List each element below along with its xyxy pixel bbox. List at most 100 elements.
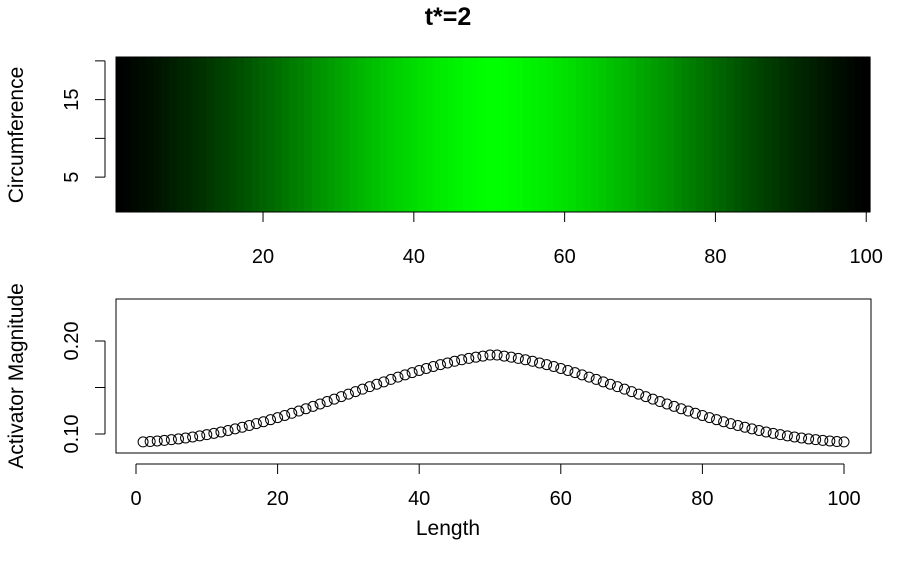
- heatmap-cell: [289, 57, 298, 212]
- scatter-point: [463, 352, 475, 364]
- scatter-point: [767, 427, 779, 439]
- heatmap-cell: [462, 57, 471, 212]
- heatmap-cell: [719, 57, 728, 212]
- scatter-point: [611, 381, 623, 393]
- heatmap-cell: [824, 57, 833, 212]
- heatmap-cell: [447, 57, 456, 212]
- scatter-point: [548, 360, 560, 372]
- heatmap-cell: [236, 57, 245, 212]
- scatter-point: [151, 435, 163, 447]
- heatmap-cell: [417, 57, 426, 212]
- scatter-point: [569, 367, 581, 379]
- scatter-panel: 0 20 40 60 80 100 0.10 0.20 Length Activator M…: [5, 283, 872, 540]
- scatter-point: [725, 418, 737, 430]
- scatter-point: [739, 421, 751, 433]
- scatter-point: [675, 403, 687, 415]
- scatter-point: [576, 369, 588, 381]
- heatmap-cell: [673, 57, 683, 212]
- heatmap-x-tick-label: 20: [252, 246, 274, 268]
- scatter-point: [732, 419, 744, 431]
- heatmap-y-tick-label: 5: [61, 172, 83, 183]
- scatter-point: [406, 367, 418, 379]
- heatmap-cell: [229, 57, 238, 212]
- scatter-point: [470, 351, 482, 363]
- scatter-y-tick-label: 0.10: [61, 415, 83, 454]
- heatmap-cell: [349, 57, 358, 212]
- scatter-point: [534, 357, 546, 369]
- scatter-point: [718, 416, 730, 428]
- heatmap-x-tick-label: 40: [403, 246, 425, 268]
- heatmap-cell: [538, 57, 547, 212]
- scatter-point: [314, 398, 326, 410]
- heatmap-cell: [259, 57, 268, 212]
- scatter-point: [300, 403, 312, 415]
- scatter-point: [753, 424, 765, 436]
- scatter-point: [236, 421, 248, 433]
- scatter-point: [541, 359, 553, 371]
- heatmap-cell: [749, 57, 758, 212]
- heatmap-cell: [553, 57, 562, 212]
- scatter-point: [810, 434, 822, 446]
- heatmap-cell: [628, 57, 637, 212]
- heatmap-cell: [410, 57, 419, 212]
- heatmap-cell: [787, 57, 796, 212]
- scatter-point: [215, 426, 227, 438]
- heatmap-cell: [221, 57, 230, 212]
- heatmap-cell: [711, 57, 720, 212]
- scatter-point: [434, 359, 446, 371]
- heatmap-cell: [493, 57, 502, 212]
- scatter-point: [272, 412, 284, 424]
- heatmap-cell: [432, 57, 441, 212]
- heatmap-cell: [394, 57, 404, 212]
- heatmap-cell: [862, 57, 871, 212]
- scatter-point: [626, 386, 638, 398]
- scatter-point: [519, 354, 531, 366]
- heatmap-cell: [643, 57, 652, 212]
- heatmap-y-label: Circumference: [5, 67, 28, 204]
- heatmap-cell: [689, 57, 698, 212]
- scatter-point: [293, 405, 305, 417]
- heatmap-cell: [116, 57, 125, 212]
- heatmap-cell: [214, 57, 223, 212]
- heatmap-cell: [568, 57, 577, 212]
- heatmap-cell: [379, 57, 389, 212]
- scatter-point: [420, 362, 432, 374]
- scatter-x-tick-label: 60: [550, 488, 572, 510]
- scatter-point: [307, 400, 319, 412]
- scatter-point: [257, 416, 269, 428]
- scatter-point: [187, 431, 199, 443]
- heatmap-cell: [470, 57, 479, 212]
- heatmap-x-axis: 20 40 60 80 100: [252, 211, 883, 268]
- scatter-point: [449, 355, 461, 367]
- heatmap-cell: [515, 57, 524, 212]
- scatter-point: [838, 436, 850, 448]
- heatmap-cell: [802, 57, 811, 212]
- heatmap-panel: 20 40 60 80 100 5 15 Circumference: [5, 56, 883, 268]
- heatmap-cell: [198, 57, 208, 212]
- scatter-point: [250, 418, 262, 430]
- scatter-point: [180, 432, 192, 444]
- scatter-point: [371, 378, 383, 390]
- heatmap-cell: [161, 57, 170, 212]
- heatmap-cell: [847, 57, 856, 212]
- heatmap-cell: [455, 57, 464, 212]
- scatter-point: [831, 436, 843, 448]
- scatter-point: [682, 405, 694, 417]
- heatmap-cell: [839, 57, 848, 212]
- scatter-point: [746, 423, 758, 435]
- scatter-point: [788, 431, 800, 443]
- heatmap-cell: [666, 57, 675, 212]
- scatter-point: [654, 396, 666, 408]
- heatmap-cell: [304, 57, 313, 212]
- heatmap-cell: [545, 57, 554, 212]
- heatmap-y-axis: 5 15: [61, 60, 106, 183]
- scatter-point: [505, 351, 517, 363]
- heatmap-cell: [123, 57, 132, 212]
- heatmap-cell: [696, 57, 705, 212]
- scatter-point: [222, 424, 234, 436]
- scatter-point: [399, 369, 411, 381]
- heatmap-cell: [651, 57, 660, 212]
- heatmap-cell: [809, 57, 818, 212]
- scatter-point: [781, 430, 793, 442]
